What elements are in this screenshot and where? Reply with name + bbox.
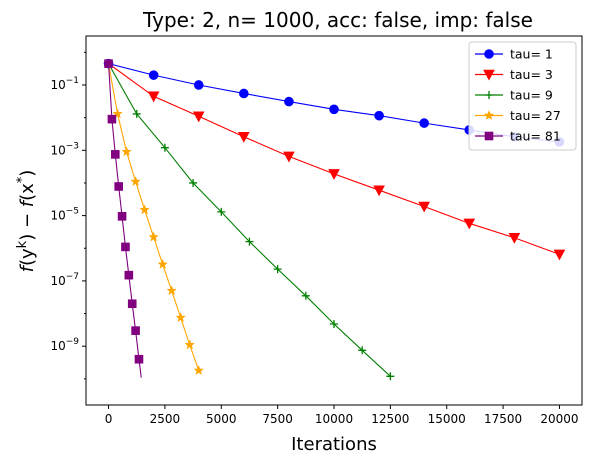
data-point-4-8 xyxy=(131,326,140,335)
data-point-1-6 xyxy=(237,131,250,143)
data-point-4-2 xyxy=(111,150,120,159)
data-point-1-0 xyxy=(192,111,205,123)
data-point-1-2 xyxy=(373,185,385,197)
series-2 xyxy=(108,63,395,381)
x-tick-label-0: 0 xyxy=(105,412,113,426)
data-point-1-4 xyxy=(553,249,566,261)
chart-title: Type: 2, n= 1000, acc: false, imp: false xyxy=(142,8,533,32)
data-point-4-3 xyxy=(114,182,123,191)
data-point-3-3 xyxy=(139,204,150,215)
data-point-0-6 xyxy=(374,110,384,121)
y-label-sup2: * xyxy=(15,176,30,183)
data-point-2-1 xyxy=(160,143,169,152)
data-point-4-4 xyxy=(117,212,127,221)
y-tick-label-0: 10−9 xyxy=(50,337,79,353)
legend-entry-4: tau= 81 xyxy=(475,129,561,144)
data-point-0-7 xyxy=(419,118,429,128)
legend-marker-2 xyxy=(485,91,493,99)
data-point-3-8 xyxy=(184,339,195,350)
data-point-2-2 xyxy=(189,178,198,187)
x-tick-label-3: 7500 xyxy=(262,412,293,426)
legend-entry-0: tau= 1 xyxy=(475,47,553,62)
data-point-0-4 xyxy=(284,96,294,107)
data-point-4-7 xyxy=(127,299,137,309)
legend-marker-0 xyxy=(484,49,494,59)
legend-label-2: tau= 9 xyxy=(510,88,553,103)
y-tick-label-1: 10−7 xyxy=(50,272,79,288)
data-point-4-9 xyxy=(134,354,144,364)
data-point-1-5 xyxy=(147,91,160,103)
data-point-2-8 xyxy=(358,346,367,355)
x-tick-label-7: 17500 xyxy=(484,412,522,426)
y-label-close1: ) − xyxy=(17,207,38,241)
data-point-2-4 xyxy=(245,237,254,246)
data-point-4-6 xyxy=(124,270,134,280)
data-point-3-9 xyxy=(193,365,204,376)
x-tick-label-8: 20000 xyxy=(540,412,578,426)
data-point-0-2 xyxy=(193,80,204,90)
y-label-f1: f xyxy=(17,263,38,272)
y-label-sup1: k xyxy=(15,240,30,248)
legend-label-1: tau= 3 xyxy=(510,67,553,82)
data-point-3-6 xyxy=(166,285,177,296)
data-point-1-1 xyxy=(283,151,295,163)
data-point-2-6 xyxy=(301,291,310,300)
data-point-2-0 xyxy=(132,109,141,118)
legend-marker-1 xyxy=(483,69,495,81)
y-label-f2: f xyxy=(17,198,38,207)
legend-marker-3 xyxy=(483,109,495,120)
data-point-1-9 xyxy=(508,232,521,244)
series-4 xyxy=(104,59,144,378)
data-point-3-2 xyxy=(130,176,141,187)
y-label-open2: (x xyxy=(17,183,38,201)
data-point-2-3 xyxy=(217,207,226,216)
legend-marker-4 xyxy=(484,131,494,141)
data-point-4-0 xyxy=(104,59,113,68)
data-point-3-7 xyxy=(175,312,186,323)
series-line-2 xyxy=(108,63,391,377)
legend-box xyxy=(468,41,577,151)
y-axis-label: f(yk) − f(x*) xyxy=(15,170,38,273)
x-tick-label-2: 5000 xyxy=(206,412,237,426)
x-tick-label-6: 15000 xyxy=(428,412,466,426)
x-axis: 0 2500 5000 7500 10000 12500 15000 17500 20000 xyxy=(105,405,579,426)
data-point-3-4 xyxy=(148,231,159,242)
data-point-3-1 xyxy=(121,146,132,157)
data-point-4-5 xyxy=(121,242,130,252)
data-point-1-3 xyxy=(463,218,476,230)
y-label-close2: ) xyxy=(17,170,38,177)
x-tick-label-4: 10000 xyxy=(315,412,353,426)
data-point-3-5 xyxy=(157,258,168,269)
legend: tau= 1 tau= 3 tau= 9 tau= 27 tau= 81 xyxy=(468,41,577,151)
x-axis-label: Iterations xyxy=(291,434,377,455)
x-tick-label-1: 2500 xyxy=(150,412,181,426)
series-1 xyxy=(108,63,566,261)
data-point-1-7 xyxy=(328,169,340,180)
legend-entry-1: tau= 3 xyxy=(475,67,553,82)
legend-label-4: tau= 81 xyxy=(510,129,561,144)
data-point-4-1 xyxy=(107,114,117,124)
plot-area xyxy=(103,58,566,381)
legend-entry-3: tau= 27 xyxy=(475,108,561,123)
data-point-1-8 xyxy=(418,201,431,213)
data-point-3-0 xyxy=(112,108,123,119)
data-point-0-3 xyxy=(239,88,249,99)
y-tick-label-2: 10−5 xyxy=(50,207,79,223)
data-point-0-1 xyxy=(148,70,159,80)
data-point-2-7 xyxy=(330,319,338,328)
legend-label-0: tau= 1 xyxy=(510,47,553,62)
legend-label-3: tau= 27 xyxy=(510,108,561,123)
y-tick-label-3: 10−3 xyxy=(50,141,79,157)
data-point-0-5 xyxy=(329,104,339,115)
x-tick-label-5: 12500 xyxy=(371,412,409,426)
y-tick-label-4: 10−1 xyxy=(50,76,79,92)
series-3 xyxy=(108,63,204,376)
legend-entry-2: tau= 9 xyxy=(475,88,553,103)
data-point-2-9 xyxy=(386,372,395,381)
data-point-2-5 xyxy=(273,265,282,274)
y-label-open1: (y xyxy=(17,248,38,266)
y-axis: 10−9 10−7 10−5 10−3 10−1 xyxy=(50,51,86,380)
